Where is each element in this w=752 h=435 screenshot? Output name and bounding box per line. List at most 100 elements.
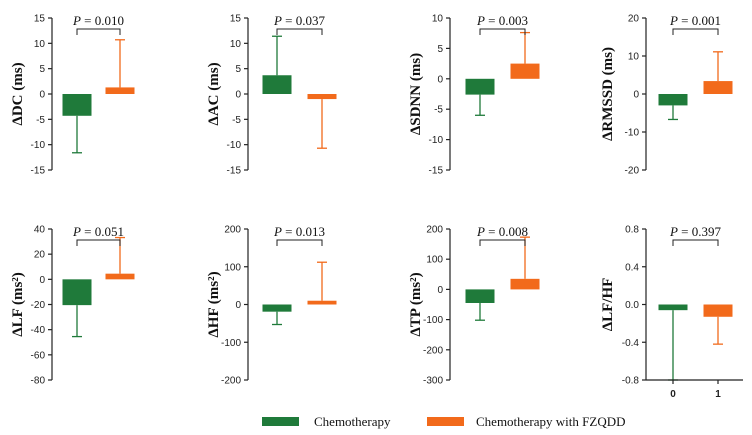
legend-label-chemotherapy: Chemotherapy <box>314 414 391 429</box>
bar-fzqdd <box>105 87 135 94</box>
y-tick-label: 40 <box>34 225 46 236</box>
legend-swatch-fzqdd <box>427 417 464 426</box>
y-tick-label: 15 <box>230 14 242 25</box>
p-value-label: P = 0.013 <box>273 224 325 239</box>
panel-4: -20 -10 0 10 20 P = 0.001 ΔRMSSD (ms) <box>600 13 733 177</box>
bar-fzqdd <box>510 278 540 290</box>
y-tick-label: 15 <box>34 14 46 25</box>
significance-bracket <box>479 28 526 35</box>
y-tick-label: 200 <box>426 225 443 236</box>
panel-6: -200 -100 0 100 200 P = 0.013 ΔHF (ms²) <box>206 224 337 387</box>
y-tick-label: -10 <box>227 140 242 151</box>
y-tick-label: 100 <box>224 262 241 273</box>
bar-fzqdd <box>510 63 540 79</box>
y-tick-label: 0 <box>235 300 241 311</box>
x-tick-label: 1 <box>715 389 721 400</box>
y-axis-label: ΔAC (ms) <box>206 62 222 125</box>
bar-fzqdd <box>307 94 337 100</box>
y-tick-label: 10 <box>628 52 640 63</box>
significance-bracket <box>276 28 323 35</box>
legend-label-fzqdd: Chemotherapy with FZQDD <box>476 414 625 429</box>
y-tick-label: -15 <box>429 166 444 177</box>
significance-bracket <box>672 239 719 246</box>
bar-chemotherapy <box>262 75 292 94</box>
y-axis-label: ΔDC (ms) <box>10 62 26 125</box>
panel-3: -15 -10 -5 0 5 10 P = 0.003 ΔSDNN (ms) <box>408 13 540 177</box>
x-tick-label: 0 <box>670 389 676 400</box>
y-tick-label: -60 <box>31 350 46 361</box>
p-value-label: P = 0.051 <box>72 224 124 239</box>
panel-1: -15 -10 -5 0 5 10 15 P = 0.010 ΔDC (ms) <box>10 13 135 177</box>
y-tick-label: -5 <box>434 105 443 116</box>
p-value-label: P = 0.001 <box>669 13 721 28</box>
y-tick-label: 100 <box>426 255 443 266</box>
y-tick-label: 20 <box>628 14 640 25</box>
y-tick-label: -20 <box>31 300 46 311</box>
significance-bracket <box>76 239 121 246</box>
y-tick-label: -40 <box>31 325 46 336</box>
bar-chemotherapy <box>465 78 495 95</box>
y-axis-label: ΔHF (ms²) <box>206 271 222 337</box>
y-tick-label: -5 <box>36 115 45 126</box>
bar-fzqdd <box>703 81 733 94</box>
y-tick-label: 0 <box>39 275 45 286</box>
y-tick-label: 200 <box>224 225 241 236</box>
bar-fzqdd <box>703 304 733 317</box>
y-tick-label: -0.8 <box>622 376 640 387</box>
y-tick-label: 20 <box>34 250 46 261</box>
p-value-label: P = 0.008 <box>476 224 528 239</box>
y-tick-label: -100 <box>221 338 241 349</box>
y-tick-label: 0 <box>235 90 241 101</box>
legend-swatch-chemotherapy <box>262 417 299 426</box>
y-tick-label: -20 <box>625 166 640 177</box>
significance-bracket <box>276 239 323 246</box>
bar-chemotherapy <box>262 304 292 312</box>
y-axis-label: ΔRMSSD (ms) <box>600 47 616 141</box>
legend: Chemotherapy Chemotherapy with FZQDD <box>262 414 625 429</box>
y-tick-label: -80 <box>31 376 46 387</box>
y-tick-label: 0 <box>39 90 45 101</box>
bar-fzqdd <box>307 300 337 305</box>
y-tick-label: 5 <box>437 44 443 55</box>
y-tick-label: 5 <box>235 64 241 75</box>
p-value-label: P = 0.010 <box>72 13 124 28</box>
significance-bracket <box>672 28 719 35</box>
y-tick-label: 10 <box>34 39 46 50</box>
y-tick-label: 10 <box>432 14 444 25</box>
y-tick-label: -0.4 <box>622 338 640 349</box>
bar-chemotherapy <box>62 94 92 116</box>
panel-8: -0.8 -0.4 0.0 0.4 0.8 0 1 P = 0.397 ΔLF/HF <box>600 224 743 400</box>
y-tick-label: -200 <box>423 345 443 356</box>
bar-chemotherapy <box>658 304 688 311</box>
y-tick-label: -10 <box>625 128 640 139</box>
y-tick-label: -5 <box>232 115 241 126</box>
y-tick-label: 10 <box>230 39 242 50</box>
y-tick-label: -10 <box>31 140 46 151</box>
y-tick-label: -200 <box>221 376 241 387</box>
y-tick-label: 0 <box>437 74 443 85</box>
significance-bracket <box>479 239 526 246</box>
bar-chemotherapy <box>658 94 688 106</box>
bar-chemotherapy <box>62 279 92 306</box>
y-tick-label: 0.8 <box>625 225 639 236</box>
significance-bracket <box>76 28 121 35</box>
bar-chemotherapy <box>465 289 495 303</box>
y-tick-label: 0.0 <box>625 300 639 311</box>
y-tick-label: -15 <box>31 166 46 177</box>
y-tick-label: 0 <box>633 90 639 101</box>
y-tick-label: -100 <box>423 315 443 326</box>
p-value-label: P = 0.397 <box>669 224 722 239</box>
y-tick-label: 0.4 <box>625 262 639 273</box>
p-value-label: P = 0.037 <box>273 13 326 28</box>
y-axis-label: ΔTP (ms²) <box>408 272 424 336</box>
y-tick-label: 0 <box>437 285 443 296</box>
y-tick-label: -10 <box>429 135 444 146</box>
panel-7: -300 -200 -100 0 100 200 P = 0.008 ΔTP (ms²) <box>408 224 540 387</box>
panel-5: -80 -60 -40 -20 0 20 40 P = 0.051 ΔLF (ms²) <box>10 224 135 387</box>
y-tick-label: -300 <box>423 376 443 387</box>
panel-2: -15 -10 -5 0 5 10 15 P = 0.037 ΔAC (ms) <box>206 13 337 177</box>
y-axis-label: ΔSDNN (ms) <box>408 53 424 135</box>
y-axis-label: ΔLF (ms²) <box>10 272 26 337</box>
